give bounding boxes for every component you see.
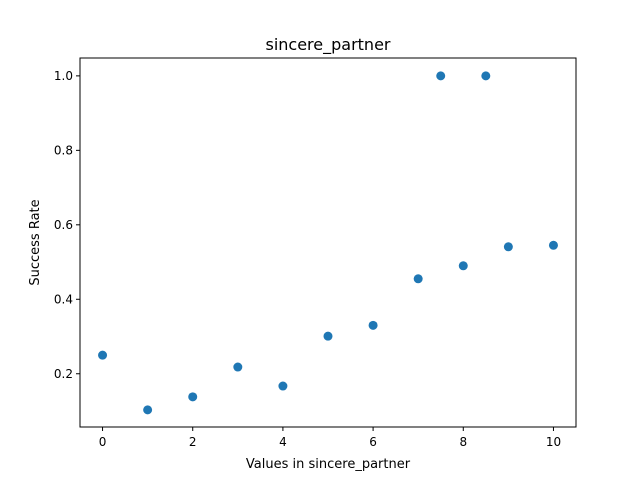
data-point-8 xyxy=(436,71,446,81)
x-tick-label-3: 6 xyxy=(369,435,377,449)
x-axis-label: Values in sincere_partner xyxy=(246,457,411,472)
x-tick-label-5: 10 xyxy=(546,435,561,449)
data-point-2 xyxy=(188,392,198,402)
data-point-0 xyxy=(98,350,108,360)
x-axis-ticks: 0 2 4 6 8 10 xyxy=(99,427,561,449)
x-tick-label-0: 0 xyxy=(99,435,107,449)
x-tick-label-4: 8 xyxy=(459,435,467,449)
y-tick-label-0: 0.2 xyxy=(54,367,73,381)
data-point-6 xyxy=(368,320,378,330)
data-points xyxy=(98,71,558,415)
data-point-11 xyxy=(503,242,513,252)
data-point-12 xyxy=(548,240,558,250)
y-axis-label: Success Rate xyxy=(28,199,43,285)
x-tick-label-1: 2 xyxy=(189,435,197,449)
data-point-3 xyxy=(233,362,243,372)
data-point-9 xyxy=(458,261,468,271)
plot-frame xyxy=(79,57,577,428)
data-point-10 xyxy=(481,71,491,81)
plot-area xyxy=(80,58,576,427)
data-point-7 xyxy=(413,274,423,284)
y-tick-label-1: 0.4 xyxy=(54,292,73,306)
y-axis-ticks: 0.2 0.4 0.6 0.8 1.0 xyxy=(54,69,80,381)
data-point-5 xyxy=(323,331,333,341)
y-tick-label-4: 1.0 xyxy=(54,69,73,83)
y-tick-label-3: 0.8 xyxy=(54,143,73,157)
chart-title: sincere_partner xyxy=(265,35,390,55)
y-tick-label-2: 0.6 xyxy=(54,218,73,232)
data-point-4 xyxy=(278,381,288,391)
data-point-1 xyxy=(143,405,153,415)
x-tick-label-2: 4 xyxy=(279,435,287,449)
